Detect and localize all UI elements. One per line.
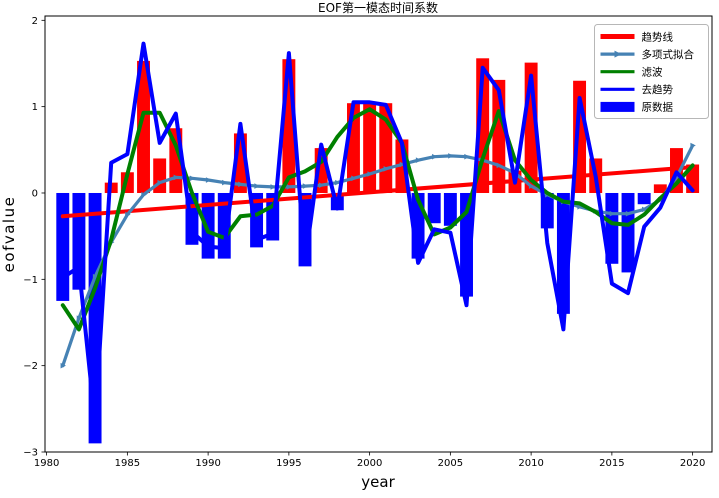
legend-item-label: 趋势线 — [642, 30, 674, 43]
axes-layer: 1980 1985 1990 1995 2000 2005 2010 2015 2020 2 1 0 −… — [23, 15, 713, 469]
polyfit-marker — [641, 206, 648, 213]
polyfit-marker — [92, 273, 99, 280]
bar-original-data — [427, 192, 441, 224]
chart-title: EOF第一模态时间系数 — [318, 0, 438, 15]
polyfit-marker — [464, 153, 470, 160]
polyfit-marker — [238, 181, 244, 188]
x-tick-label: 1985 — [115, 458, 140, 469]
y-tick-label: −1 — [23, 275, 38, 286]
x-tick-label: 2005 — [438, 458, 463, 469]
bar-original-data — [363, 101, 377, 193]
polyfit-marker — [625, 210, 632, 217]
y-tick-label: −2 — [23, 361, 38, 372]
bar-original-data — [653, 184, 667, 193]
polyfit-marker — [690, 142, 696, 149]
x-tick-label: 2010 — [518, 458, 543, 469]
polyfit-marker — [125, 211, 131, 218]
polyfit-marker — [351, 175, 357, 182]
polyfit-marker — [302, 183, 309, 189]
polyfit-marker — [173, 174, 180, 181]
polyfit-marker — [399, 161, 406, 168]
polyfit-marker — [448, 153, 454, 159]
polyfit-marker — [335, 179, 341, 186]
y-tick-label: −3 — [23, 448, 38, 459]
legend-box — [594, 24, 709, 119]
polyfit-marker — [367, 171, 373, 177]
polyfit-marker — [415, 157, 422, 163]
y-tick-label: 2 — [32, 16, 38, 27]
x-tick-label: 2015 — [599, 458, 624, 469]
y-tick-label: 1 — [32, 102, 38, 113]
x-axis-label: year — [361, 473, 395, 491]
polyfit-marker — [157, 179, 163, 186]
polyfit-marker — [270, 184, 276, 190]
filter-line — [60, 107, 695, 332]
polyfit-marker — [318, 182, 325, 189]
y-tick-label: 0 — [32, 188, 38, 199]
polyfit-marker — [609, 210, 616, 217]
trend-line — [60, 165, 695, 219]
bar-original-data — [637, 192, 651, 205]
plot-border — [44, 15, 713, 453]
bar-original-data — [443, 192, 457, 226]
polyfit-marker — [432, 153, 438, 160]
legend-item-label: 去趋势 — [642, 83, 674, 96]
polyfit-marker — [60, 362, 66, 369]
polyfit-marker — [528, 183, 535, 189]
legend-item-label: 多项式拟合 — [642, 48, 695, 61]
polyfit-marker — [189, 175, 196, 182]
polyfit-marker — [286, 184, 293, 190]
polyfit-marker — [496, 162, 503, 169]
polyfit-marker — [141, 191, 147, 198]
x-tick-label: 1990 — [195, 458, 220, 469]
x-tick-label: 2020 — [680, 458, 705, 469]
bar-original-data — [605, 192, 619, 264]
bar-original-data — [621, 192, 635, 273]
bar-original-data — [137, 60, 150, 194]
x-tick-label: 1995 — [276, 458, 301, 469]
legend-item-label: 滤波 — [642, 66, 663, 79]
polyfit-marker — [222, 179, 228, 186]
x-tick-label: 1980 — [34, 458, 59, 469]
legend-sample-patch — [600, 101, 635, 112]
polyfit-marker — [76, 315, 83, 321]
legend-sample-marker — [614, 50, 622, 58]
polyfit-marker — [383, 166, 389, 172]
legend-item-label: 原数据 — [642, 101, 674, 114]
bar-original-data — [56, 192, 70, 301]
x-tick-label: 2000 — [357, 458, 382, 469]
detrend-line — [60, 41, 695, 425]
y-axis-label: eofvalue — [0, 196, 18, 273]
polyfit-marker — [254, 183, 260, 189]
polyfit-marker — [577, 204, 583, 210]
lines-layer — [60, 41, 696, 425]
polyfit-marker — [205, 177, 212, 183]
